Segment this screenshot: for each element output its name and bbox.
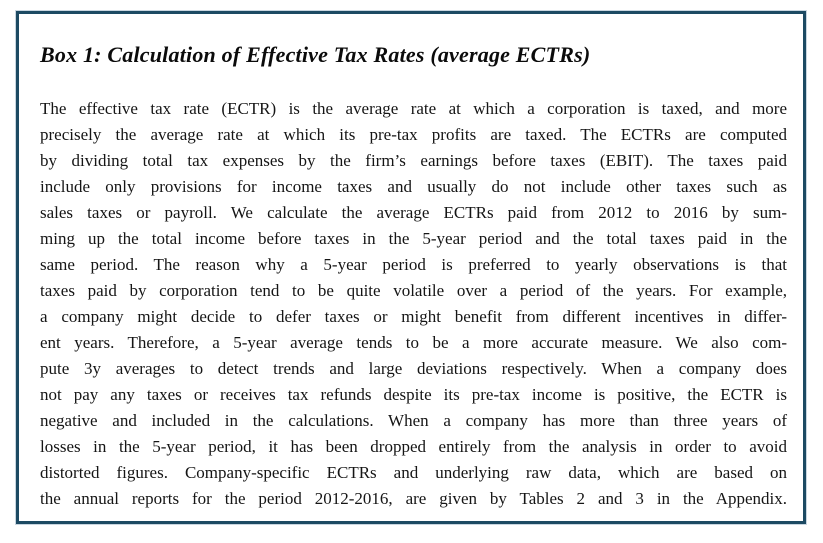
body-line-14: losses in the 5-year period, it has been… bbox=[40, 437, 787, 456]
body-line-11: pute 3y averages to detect trends and la… bbox=[40, 359, 787, 378]
body-line-9: a company might decide to defer taxes or… bbox=[40, 307, 787, 326]
body-line-12: not pay any taxes or receives tax refund… bbox=[40, 385, 787, 404]
body-line-10: ent years. Therefore, a 5-year average t… bbox=[40, 333, 787, 352]
body-line-4: include only provisions for income taxes… bbox=[40, 177, 787, 196]
body-line-13: negative and included in the calculation… bbox=[40, 411, 787, 430]
body-line-5: sales taxes or payroll. We calculate the… bbox=[40, 203, 787, 222]
box-body: The effective tax rate (ECTR) is the ave… bbox=[40, 96, 787, 512]
body-line-16: the annual reports for the period 2012-2… bbox=[40, 489, 787, 508]
body-line-6: ming up the total income before taxes in… bbox=[40, 229, 787, 248]
body-line-1: The effective tax rate (ECTR) is the ave… bbox=[40, 99, 787, 118]
box-1-panel: Box 1: Calculation of Effective Tax Rate… bbox=[16, 11, 806, 524]
body-line-15: distorted figures. Company-specific ECTR… bbox=[40, 463, 787, 482]
body-line-2: precisely the average rate at which its … bbox=[40, 125, 787, 144]
body-line-8: taxes paid by corporation tend to be qui… bbox=[40, 281, 787, 300]
body-line-7: same period. The reason why a 5-year per… bbox=[40, 255, 787, 274]
box-title: Box 1: Calculation of Effective Tax Rate… bbox=[40, 42, 591, 67]
body-line-3: by dividing total tax expenses by the fi… bbox=[40, 151, 787, 170]
